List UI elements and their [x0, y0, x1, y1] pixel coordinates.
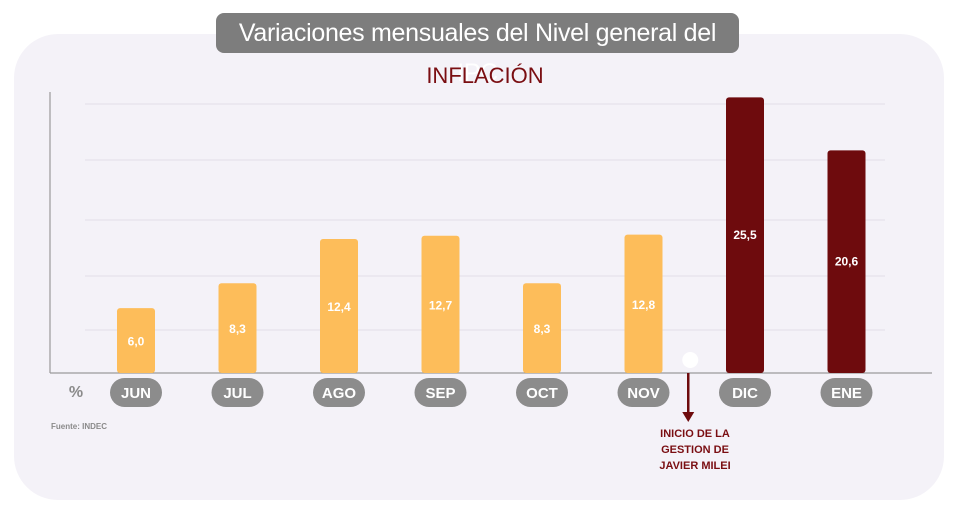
- bar-oct: [523, 283, 561, 373]
- tick-label-dic: DIC: [732, 385, 758, 402]
- value-label-dic: 25,5: [733, 228, 757, 242]
- value-label-oct: 8,3: [534, 322, 551, 336]
- bar-dic: [726, 97, 764, 374]
- bar-sep: [421, 235, 460, 373]
- category-pill-oct: [516, 378, 568, 407]
- chart-card: [14, 34, 944, 500]
- category-pill-dic: [719, 378, 771, 407]
- tick-label-jul: JUL: [223, 385, 251, 402]
- value-label-ago: 12,4: [327, 300, 351, 314]
- tick-label-jun: JUN: [121, 385, 151, 402]
- bar-nov: [624, 234, 663, 373]
- tick-label-oct: OCT: [526, 385, 558, 402]
- bar-ene: [827, 150, 866, 373]
- annotation-arrow-head: [682, 412, 695, 422]
- source-note: Fuente: INDEC: [51, 422, 107, 431]
- category-pill-ene: [820, 378, 873, 407]
- annotation-line-3: JAVIER MILEI: [659, 460, 731, 472]
- annotation-line-1: INICIO DE LA: [660, 428, 730, 440]
- category-pill-nov: [617, 378, 670, 407]
- bar-jul: [218, 283, 257, 373]
- tick-label-sep: SEP: [425, 385, 455, 402]
- milei-annotation: INICIO DE LA GESTION DE JAVIER MILEI: [640, 426, 750, 474]
- annotation-line-2: GESTION DE: [661, 444, 729, 456]
- tick-label-ago: AGO: [322, 385, 357, 402]
- chart-subtitle: INFLACIÓN: [426, 63, 544, 88]
- bar-ago: [320, 238, 358, 373]
- value-label-sep: 12,7: [429, 298, 453, 312]
- tick-label-ene: ENE: [831, 385, 862, 402]
- category-pill-sep: [414, 378, 467, 407]
- tick-label-nov: NOV: [627, 385, 660, 402]
- y-unit-label: %: [69, 384, 83, 401]
- chart-title: Variaciones mensuales del Nivel general …: [216, 13, 739, 87]
- value-label-jun: 6,0: [128, 335, 145, 349]
- category-pill-jun: [110, 378, 162, 407]
- category-pill-ago: [313, 378, 365, 407]
- value-label-nov: 12,8: [632, 298, 656, 312]
- marker-dot: [682, 352, 699, 368]
- value-label-jul: 8,3: [229, 322, 246, 336]
- category-pill-jul: [211, 378, 264, 407]
- bar-jun: [117, 308, 155, 373]
- value-label-ene: 20,6: [835, 255, 859, 269]
